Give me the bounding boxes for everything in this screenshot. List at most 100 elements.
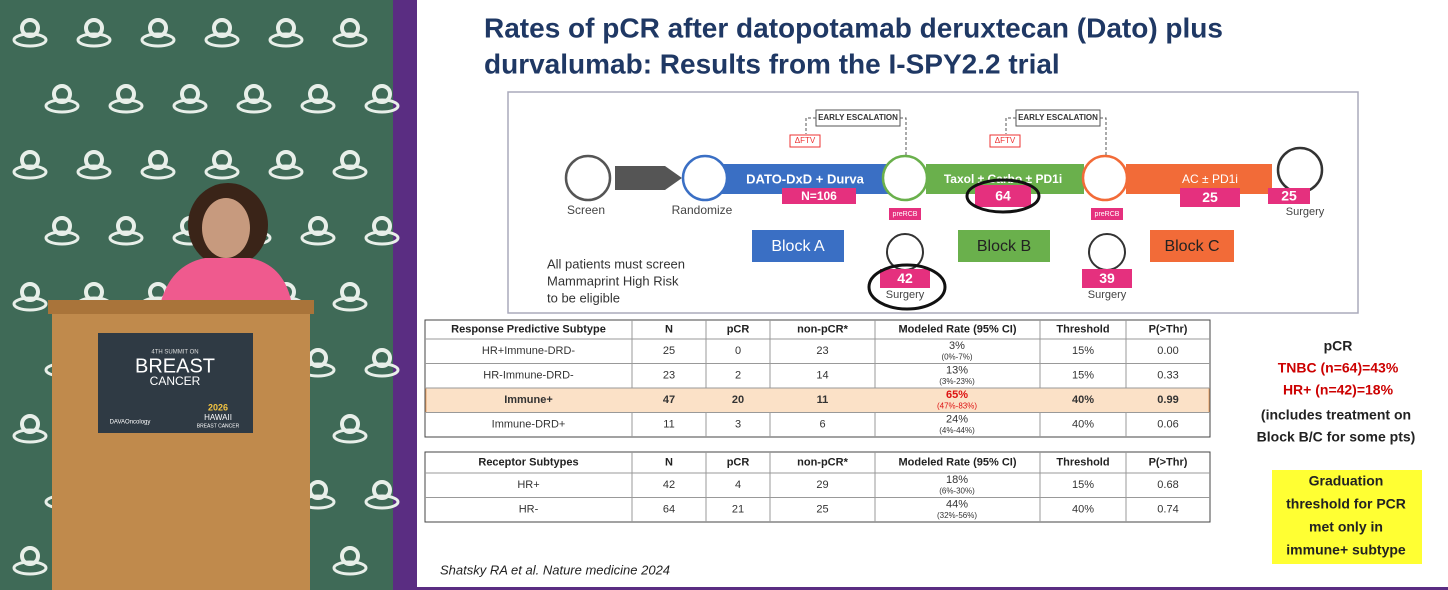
table-cell: 64 — [663, 504, 675, 516]
label: 25 — [1281, 188, 1297, 204]
count-box — [1082, 269, 1132, 288]
table-cell: (0%-7%) — [941, 352, 972, 361]
graduation-highlight — [1272, 470, 1422, 564]
screen-icon — [564, 154, 612, 202]
table-cell: 14 — [816, 370, 828, 382]
label: Surgery — [886, 289, 925, 301]
backdrop-logo — [276, 18, 296, 38]
table-header: non-pCR* — [797, 456, 848, 468]
podium-sign — [98, 333, 253, 433]
backdrop-logo — [212, 150, 232, 170]
backdrop-logo — [84, 150, 104, 170]
label: DATO-DxD + Durva — [746, 171, 864, 186]
table-cell: 11 — [817, 394, 829, 406]
table-cell: 40% — [1072, 504, 1094, 516]
backdrop-logo — [116, 84, 136, 104]
backdrop-logo — [340, 546, 360, 566]
table-cell: 2 — [735, 370, 741, 382]
label: Screen — [567, 203, 605, 217]
table-cell: 0 — [735, 345, 741, 357]
table-cell: 6 — [819, 419, 825, 431]
speaker-face — [202, 198, 250, 258]
table-cell: 24% — [946, 414, 968, 426]
label: Block C — [1164, 238, 1219, 255]
table-cell: 0.00 — [1157, 345, 1178, 357]
label: TNBC (n=64)=43% — [1278, 360, 1399, 376]
node-icon — [881, 154, 929, 202]
table-frame — [424, 451, 1211, 523]
table-cell: 15% — [1072, 479, 1094, 491]
backdrop-logo — [212, 18, 232, 38]
label: 4TH SUMMIT ON — [151, 350, 198, 356]
table-cell: 0.99 — [1157, 394, 1178, 406]
backdrop-logo — [84, 18, 104, 38]
block-box — [958, 230, 1050, 262]
table-header: Modeled Rate (95% CI) — [899, 456, 1017, 468]
table-cell: 44% — [946, 499, 968, 511]
label: BREAST CANCER — [197, 423, 240, 429]
table-cell: 25 — [663, 345, 675, 357]
highlight-ring — [965, 178, 1041, 214]
label: immune+ subtype — [1286, 542, 1406, 558]
label: AC ± PD1i — [1182, 172, 1238, 186]
table-header: Response Predictive Subtype — [451, 323, 606, 335]
label: met only in — [1309, 519, 1383, 535]
backdrop-logo — [20, 282, 40, 302]
table-cell: HR+Immune-DRD- — [482, 345, 576, 357]
label: Block B/C for some pts) — [1257, 429, 1416, 445]
table-cell: Immune+ — [504, 394, 553, 406]
label: HR+ (n=42)=18% — [1283, 382, 1394, 398]
table-cell: 65% — [946, 389, 968, 401]
table-cell: 40% — [1072, 394, 1094, 406]
table-header: Modeled Rate (95% CI) — [899, 323, 1017, 335]
label: ΔFTV — [795, 136, 816, 145]
podium-top — [48, 300, 314, 314]
label: Block A — [771, 238, 825, 255]
backdrop-logo — [20, 150, 40, 170]
citation: Shatsky RA et al. Nature medicine 2024 — [440, 562, 670, 577]
randomize-icon — [681, 154, 729, 202]
table-header: non-pCR* — [797, 323, 848, 335]
label: 64 — [995, 188, 1011, 204]
label: threshold for PCR — [1286, 496, 1406, 512]
label: HAWAII — [204, 413, 232, 422]
count-box — [880, 269, 930, 288]
table-header: Threshold — [1056, 323, 1109, 335]
table-cell: 23 — [816, 345, 828, 357]
arrow — [615, 166, 682, 190]
backdrop-logo — [372, 84, 392, 104]
table-header: Threshold — [1056, 456, 1109, 468]
label: EARLY ESCALATION — [1018, 113, 1098, 122]
table-cell: 20 — [732, 394, 744, 406]
table-cell: 0.74 — [1157, 504, 1178, 516]
table-cell: 0.68 — [1157, 479, 1178, 491]
label: Surgery — [1286, 206, 1325, 218]
node-icon — [1081, 154, 1129, 202]
table-cell: 15% — [1072, 370, 1094, 382]
label: ΔFTV — [995, 136, 1016, 145]
backdrop-logo — [20, 546, 40, 566]
label: preRCB — [893, 211, 918, 218]
prercb-box — [1091, 208, 1123, 220]
label: Mammaprint High Risk — [547, 273, 679, 288]
table-header: pCR — [727, 456, 750, 468]
backdrop-logo — [148, 18, 168, 38]
backdrop-logo — [372, 348, 392, 368]
escalation-arrow — [805, 117, 907, 156]
slide-title: Rates of pCR after datopotamab deruxteca… — [484, 12, 1223, 43]
label: (includes treatment on — [1261, 407, 1411, 423]
table-header: N — [665, 323, 673, 335]
count-box — [1268, 188, 1310, 204]
table-cell: 15% — [1072, 345, 1094, 357]
count-box — [1180, 188, 1240, 207]
backdrop-logo — [340, 282, 360, 302]
table-cell: HR-Immune-DRD- — [483, 370, 574, 382]
backdrop-logo — [20, 414, 40, 434]
dftv-box — [789, 134, 821, 148]
backdrop-logo — [116, 216, 136, 236]
backdrop-logo — [340, 18, 360, 38]
table-cell: 25 — [816, 504, 828, 516]
surgery-icon — [1088, 233, 1126, 271]
table-cell: 4 — [735, 479, 741, 491]
table-cell: HR+ — [517, 479, 539, 491]
